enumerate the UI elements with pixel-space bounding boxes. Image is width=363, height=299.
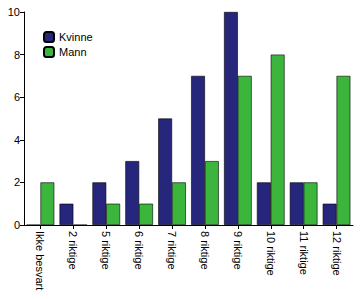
svg-text:2: 2 <box>14 176 20 188</box>
svg-text:6 riktige: 6 riktige <box>133 231 145 270</box>
svg-text:12 riktige: 12 riktige <box>331 231 343 276</box>
svg-text:10 riktige: 10 riktige <box>265 231 277 276</box>
svg-text:6: 6 <box>14 91 20 103</box>
svg-text:7 riktige: 7 riktige <box>166 231 178 270</box>
svg-text:4: 4 <box>14 134 20 146</box>
svg-text:Mann: Mann <box>59 46 87 58</box>
svg-text:Kvinne: Kvinne <box>59 31 93 43</box>
svg-text:Ikke besvart: Ikke besvart <box>34 231 46 290</box>
svg-text:11 riktige: 11 riktige <box>298 231 310 275</box>
svg-text:0: 0 <box>14 219 20 231</box>
svg-text:10: 10 <box>8 6 20 18</box>
svg-text:8 riktige: 8 riktige <box>199 231 211 270</box>
svg-text:2 riktige: 2 riktige <box>67 231 79 270</box>
svg-text:8: 8 <box>14 49 20 61</box>
svg-text:5 riktige: 5 riktige <box>100 231 112 270</box>
svg-text:9 riktige: 9 riktige <box>232 231 244 270</box>
